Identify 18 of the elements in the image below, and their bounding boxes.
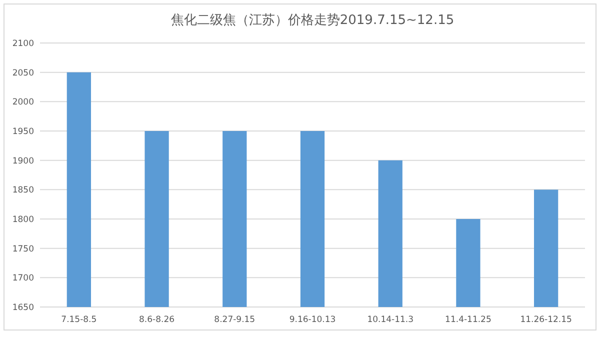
y-tick-label: 1650	[12, 303, 34, 313]
x-tick-label: 7.15-8.5	[61, 315, 97, 325]
x-tick-label: 11.26-12.15	[520, 315, 572, 325]
y-tick-label: 1850	[12, 186, 34, 196]
y-tick-label: 2050	[12, 68, 34, 78]
x-tick-label: 9.16-10.13	[289, 315, 336, 325]
x-tick-label: 8.27-9.15	[214, 315, 256, 325]
y-tick-label: 1700	[12, 274, 34, 284]
x-tick-label: 10.14-11.3	[367, 315, 414, 325]
y-tick-label: 2100	[12, 39, 34, 49]
y-tick-label: 2000	[12, 98, 34, 108]
chart-title: 焦化二级焦（江苏）价格走势2019.7.15~12.15	[170, 13, 454, 28]
x-tick-label: 8.6-8.26	[139, 315, 175, 325]
x-tick-label: 11.4-11.25	[445, 315, 492, 325]
y-tick-label: 1800	[12, 215, 34, 225]
y-tick-label: 1750	[12, 244, 34, 254]
y-tick-label: 1900	[12, 156, 34, 166]
y-tick-label: 1950	[12, 127, 34, 137]
